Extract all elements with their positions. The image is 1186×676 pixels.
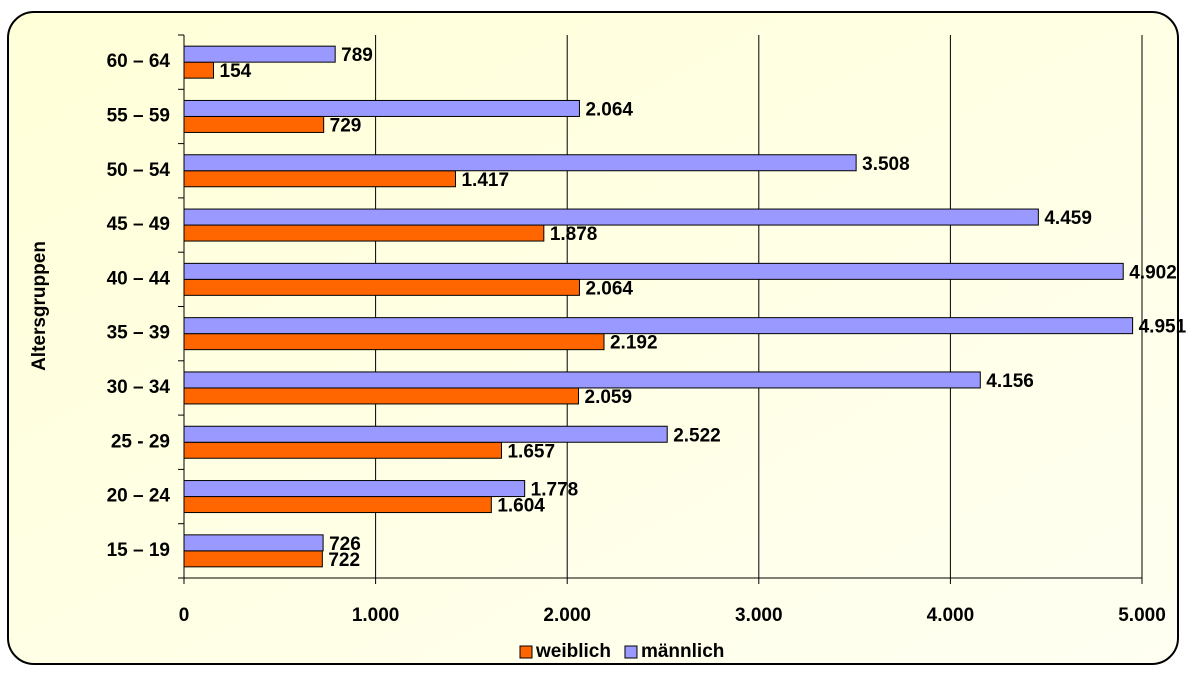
bar — [183, 317, 1134, 335]
y-tick-label: 25 - 29 — [111, 431, 170, 452]
value-label: 3.508 — [862, 154, 910, 175]
legend-label: weiblich — [535, 641, 611, 662]
value-label: 4.156 — [986, 371, 1034, 392]
bar — [183, 45, 336, 63]
legend-label: männlich — [641, 641, 724, 662]
x-tick-label: 4.000 — [927, 605, 975, 626]
bar — [183, 154, 857, 172]
y-tick-label: 20 – 24 — [107, 486, 171, 507]
bar — [183, 224, 545, 242]
bar — [183, 262, 1124, 280]
y-tick-label: 35 – 39 — [107, 323, 170, 344]
bar — [183, 208, 1039, 226]
bar — [183, 534, 324, 552]
bar — [183, 115, 325, 133]
value-label: 4.902 — [1129, 262, 1177, 283]
y-tick-label: 30 – 34 — [107, 377, 171, 398]
value-label: 789 — [341, 45, 373, 66]
value-label: 729 — [330, 115, 362, 136]
value-label: 1.878 — [550, 224, 598, 245]
y-tick-label: 50 – 54 — [107, 160, 171, 181]
y-tick-label: 15 – 19 — [107, 540, 170, 561]
y-tick-label: 40 – 44 — [107, 268, 171, 289]
bar — [183, 99, 580, 117]
value-label: 1.417 — [461, 170, 509, 191]
legend-swatch — [519, 645, 533, 659]
value-label: 726 — [329, 534, 361, 555]
bar — [183, 371, 981, 389]
value-label: 154 — [220, 61, 252, 82]
bar — [183, 425, 668, 443]
x-tick-label: 1.000 — [352, 605, 400, 626]
value-label: 1.657 — [507, 441, 555, 462]
legend-swatch — [624, 645, 638, 659]
bar — [183, 333, 605, 351]
y-tick-label: 45 – 49 — [107, 214, 170, 235]
value-label: 1.604 — [497, 496, 545, 517]
y-axis-title: Altersgruppen — [29, 241, 50, 371]
value-label: 2.192 — [610, 333, 658, 354]
x-tick-label: 5.000 — [1118, 605, 1166, 626]
bar — [183, 278, 580, 296]
y-tick-label: 60 – 64 — [107, 51, 171, 72]
x-tick-label: 3.000 — [735, 605, 783, 626]
value-label: 2.059 — [585, 387, 633, 408]
x-tick-label: 2.000 — [543, 605, 591, 626]
value-label: 2.522 — [673, 425, 721, 446]
bar — [183, 387, 580, 405]
bar — [183, 441, 502, 459]
value-label: 722 — [328, 550, 360, 571]
x-tick-label: 0 — [179, 605, 190, 626]
value-label: 1.778 — [531, 480, 579, 501]
bar — [183, 61, 215, 79]
y-tick-label: 55 – 59 — [107, 105, 170, 126]
value-label: 2.064 — [585, 278, 633, 299]
bar — [183, 550, 323, 568]
bar — [183, 496, 492, 514]
value-label: 2.064 — [585, 99, 633, 120]
value-label: 4.459 — [1044, 208, 1092, 229]
bar — [183, 480, 526, 498]
value-label: 4.951 — [1139, 317, 1186, 338]
bar — [183, 170, 456, 188]
